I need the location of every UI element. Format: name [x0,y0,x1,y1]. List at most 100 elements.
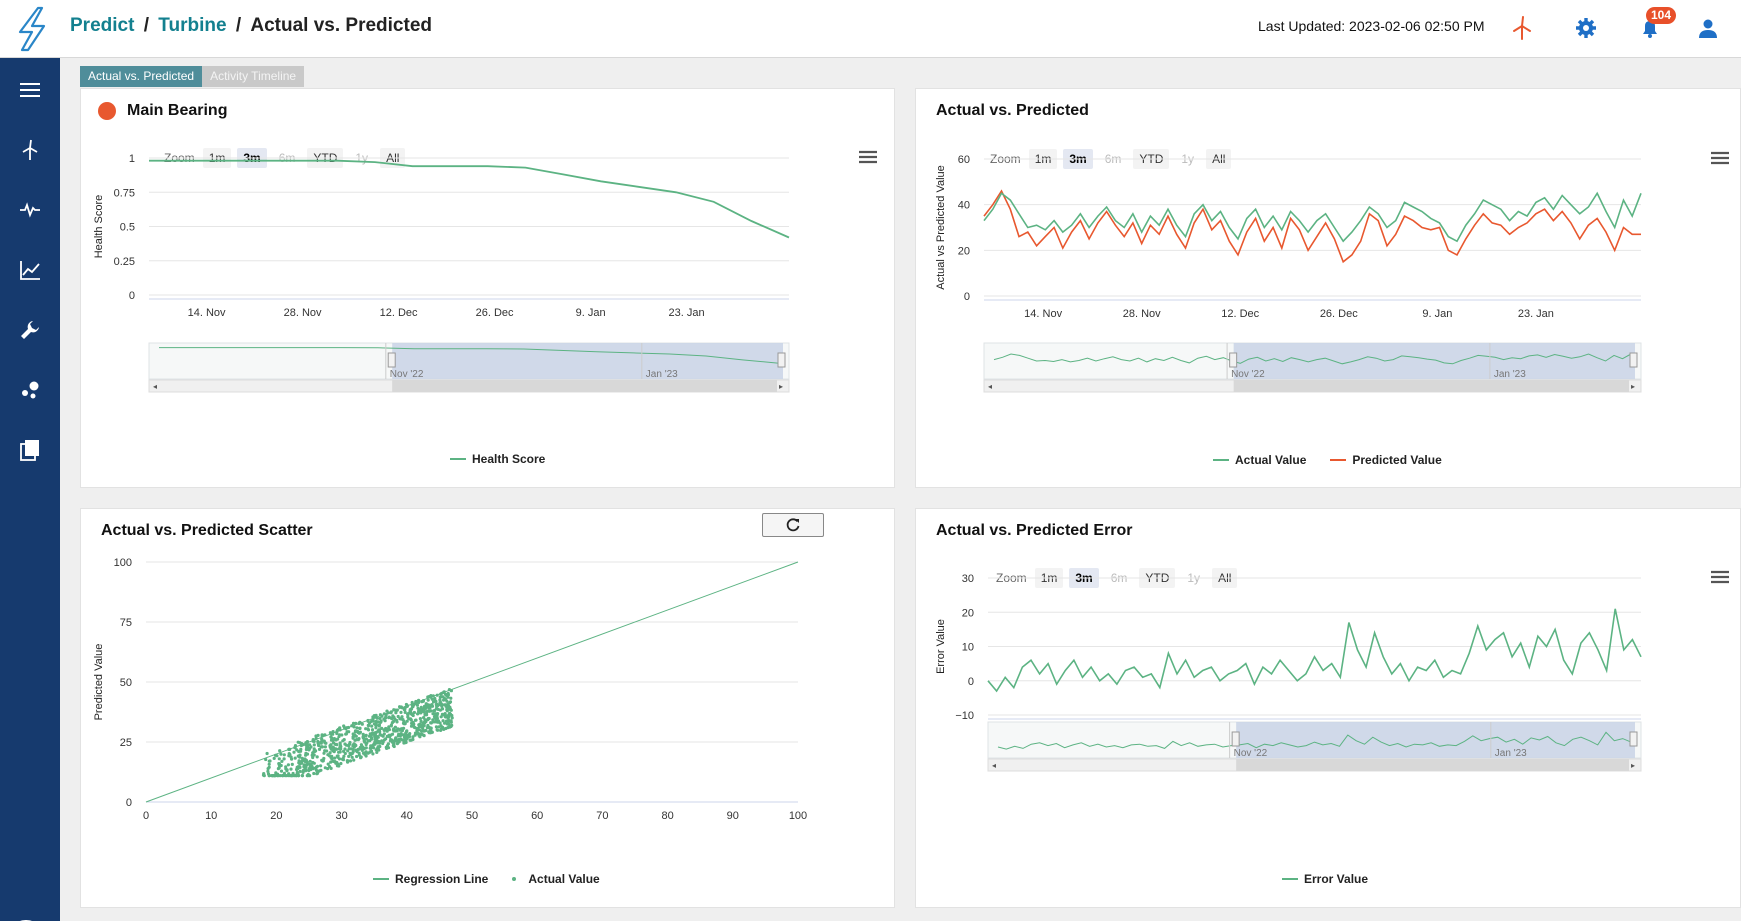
legend-item-health-score[interactable]: Health Score [450,452,545,466]
scatter-point [354,734,358,738]
scroll-right-arrow: ▸ [1631,382,1635,391]
scatter-point [265,751,269,756]
scatter-point [420,732,424,737]
scatter-point [420,700,424,704]
gear-icon[interactable] [1571,13,1601,43]
scatter-point [434,702,438,707]
scatter-point [400,715,404,719]
scatter-point [427,706,431,710]
brand-logo[interactable] [8,6,52,52]
refresh-button[interactable] [762,513,824,537]
scatter-point [334,738,338,742]
scatter-point [425,713,429,717]
navigator-series [159,347,780,364]
scatter-point [331,741,336,745]
chart-legend: Health Score [438,452,557,466]
scatter-point [285,769,289,773]
y-tick-label: 1 [129,153,135,165]
scatter-point [383,719,387,723]
scatter-point [431,694,435,698]
actual-vs-predicted-chart: 60 40 20 0 Actual vs Predicted Value 14. Nov 2… [935,154,1642,393]
chart-icon[interactable] [10,250,50,290]
actual-value-line [983,191,1642,243]
x-tick-label: 12. Dec [380,307,418,319]
scatter-point [385,746,389,750]
scatter-point [408,738,412,742]
navigator-selection [1233,343,1635,379]
breadcrumb-turbine[interactable]: Turbine [158,15,227,36]
pulse-icon[interactable] [10,190,50,230]
scatter-point [310,765,314,769]
user-icon[interactable] [1693,13,1723,43]
scatter-point [344,732,348,736]
turbine-icon[interactable] [10,130,50,170]
legend-item-predicted-value[interactable]: Predicted Value [1330,453,1442,467]
scatter-point [413,733,417,737]
scatter-point [335,743,339,747]
scatter-point [295,748,299,752]
tab-activity-timeline[interactable]: Activity Timeline [202,66,305,87]
scatter-point [442,696,446,700]
scatter-point [397,732,401,736]
y-tick-label: 0 [968,676,974,688]
scatter-point [346,759,350,763]
legend-swatch [1282,878,1298,880]
scatter-point [342,754,346,758]
scatter-point [438,702,442,706]
turbine-icon[interactable] [1507,13,1537,43]
scatter-point [339,747,343,751]
scatter-point [363,752,367,756]
scatter-point [355,754,359,759]
scatter-point [347,744,351,748]
scatter-point [431,718,435,722]
chart-menu-icon[interactable] [1711,570,1729,584]
scatter-point [420,729,424,733]
legend-item-error-value[interactable]: Error Value [1282,872,1368,886]
scatter-point [298,769,302,773]
scatter-point [338,741,342,745]
scatter-point [449,696,453,700]
scatter-point [406,712,410,716]
menu-icon[interactable] [10,70,50,110]
scatter-point [328,744,332,748]
scatter-point [338,750,342,754]
bell-icon[interactable] [1635,13,1665,43]
scatter-point [279,752,283,756]
chart-menu-icon[interactable] [1711,151,1729,165]
y-tick-label: 0 [964,291,970,303]
scatter-point [330,736,334,740]
scatter-point [331,749,335,753]
scatter-point [431,712,435,716]
chart-menu-icon[interactable] [859,150,877,164]
wrench-icon[interactable] [10,310,50,350]
scroll-left-arrow: ◂ [153,382,157,391]
scatter-point [392,715,396,719]
cluster-icon[interactable] [10,370,50,410]
navigator-selection [1236,722,1635,758]
y-tick-label: 0 [126,797,132,809]
refresh-icon [786,518,800,532]
scatter-point [426,695,430,699]
scatter-point [262,774,266,778]
scatter-point [338,743,342,747]
scatter-point [364,727,368,731]
scatter-point [382,728,386,732]
scatter-point [413,726,417,730]
scatter-point [374,726,378,730]
legend-item-actual-value[interactable]: Actual Value [512,872,600,886]
scatter-point [359,756,363,760]
scatter-point [321,759,325,763]
scatter-point [314,734,318,738]
book-icon[interactable] [10,430,50,470]
legend-item-regression-line[interactable]: Regression Line [373,872,488,886]
tab-actual-vs-predicted[interactable]: Actual vs. Predicted [80,66,203,87]
y-axis-title: Error Value [935,619,947,674]
scatter-point [386,742,390,746]
scatter-point [314,765,318,769]
scatter-point [350,751,354,756]
scatter-point [352,725,356,729]
breadcrumb-predict[interactable]: Predict [70,15,135,36]
scatter-point [267,765,271,769]
scatter-point [282,753,286,757]
legend-item-actual-value[interactable]: Actual Value [1213,453,1306,467]
